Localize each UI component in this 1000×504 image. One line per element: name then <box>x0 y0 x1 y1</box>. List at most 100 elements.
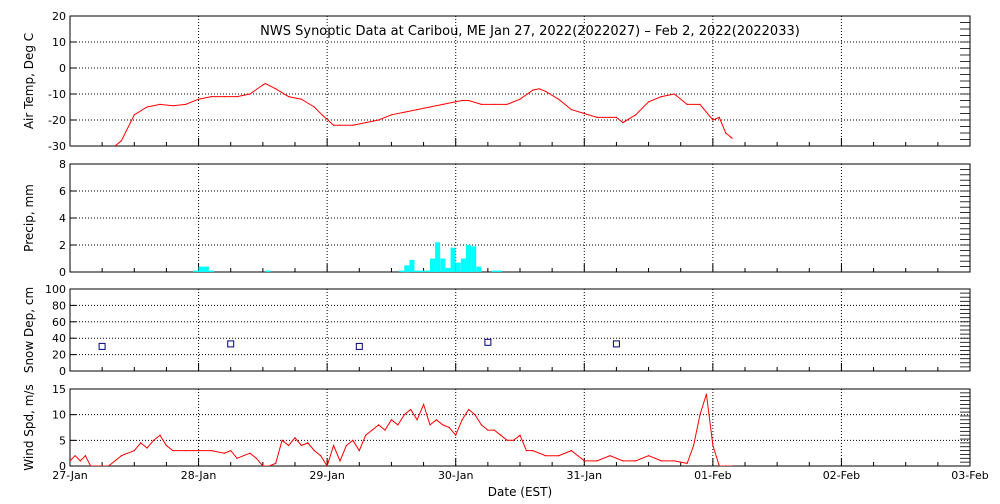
y-tick-label: 5 <box>59 434 66 447</box>
precip-bar <box>430 258 436 272</box>
temp-data-point <box>699 103 701 105</box>
temp-data-point <box>673 93 675 95</box>
temp-data-point <box>583 112 585 115</box>
y-tick-label: 100 <box>45 283 66 296</box>
temp-data-point <box>390 114 392 116</box>
temp-data-point <box>609 116 611 118</box>
wind-series-line <box>70 393 733 466</box>
precip-bar <box>198 266 204 272</box>
temp-data-point <box>635 114 637 116</box>
temp-data-point <box>622 122 624 124</box>
temp-data-point <box>725 132 727 134</box>
wind-data-point <box>159 434 161 436</box>
x-tick-label: 30-Jan <box>438 469 474 482</box>
x-axis-label: Date (EST) <box>488 485 552 499</box>
precip-bar <box>424 270 430 272</box>
precip-bar <box>440 258 446 272</box>
precip-bar <box>414 270 420 272</box>
wind-data-point <box>519 434 521 436</box>
temp-data-point <box>108 151 109 152</box>
precip-bar <box>193 270 199 272</box>
temp-data-point <box>339 124 341 126</box>
temp-series-line <box>70 83 733 146</box>
temp-data-point <box>493 103 495 105</box>
temp-data-point <box>146 106 148 108</box>
y-tick-label: 4 <box>59 212 66 225</box>
precip-bar <box>455 262 461 272</box>
temp-data-point <box>288 96 290 98</box>
wind-data-point <box>281 439 283 441</box>
wind-data-point <box>79 460 81 462</box>
y-tick-label: 8 <box>59 158 66 171</box>
precip-ylabel: Precip, mm <box>22 184 36 252</box>
y-tick-label: 80 <box>52 299 66 312</box>
y-tick-label: 20 <box>52 349 66 362</box>
wind-data-point <box>474 414 476 416</box>
temp-data-point <box>378 119 380 121</box>
wind-data-point <box>140 442 142 444</box>
temp-data-point <box>648 101 650 103</box>
temp-data-point <box>185 103 187 105</box>
wind-data-point <box>416 419 418 421</box>
wind-data-point <box>596 460 598 462</box>
temp-data-point <box>159 103 161 105</box>
temp-data-point <box>468 99 470 102</box>
precip-bar <box>496 270 502 272</box>
wind-data-point <box>320 455 322 457</box>
precip-bar <box>404 265 410 273</box>
snow-ylabel: Snow Dep, cm <box>22 287 36 373</box>
temp-data-point <box>615 116 618 118</box>
wind-data-point <box>210 450 212 452</box>
temp-data-point <box>506 103 508 105</box>
temp-data-point <box>262 84 264 86</box>
x-tick-label: 03-Feb <box>951 469 988 482</box>
wind-data-point <box>146 447 148 449</box>
snow-depth-point <box>612 340 620 348</box>
y-tick-label: 0 <box>59 62 66 75</box>
wind-data-point <box>712 444 714 447</box>
wind-data-point <box>435 419 437 421</box>
wind-data-point <box>558 455 560 457</box>
temp-data-point <box>403 111 405 113</box>
wind-data-point <box>423 403 425 405</box>
temp-data-point <box>70 145 71 146</box>
wind-data-point <box>725 465 727 466</box>
temp-data-point <box>538 88 540 90</box>
y-tick-label: 15 <box>52 383 66 396</box>
wind-data-point <box>223 452 225 454</box>
wind-data-point <box>390 419 392 421</box>
wind-data-point <box>532 450 534 452</box>
wind-data-point <box>648 455 650 457</box>
wind-data-point <box>294 437 296 439</box>
wind-data-point <box>583 460 585 462</box>
temp-data-point <box>82 153 83 154</box>
y-tick-label: -20 <box>48 114 66 127</box>
wind-data-point <box>333 444 335 447</box>
temp-data-point <box>558 98 560 100</box>
wind-data-point <box>731 465 733 466</box>
wind-data-point <box>718 465 720 466</box>
wind-data-point <box>230 450 232 452</box>
wind-data-point <box>95 465 97 466</box>
chart-title: NWS Synoptic Data at Caribou, ME Jan 27,… <box>260 24 800 39</box>
temp-data-point <box>321 114 323 116</box>
wind-ylabel: Wind Spd, m/s <box>22 384 36 470</box>
panel-frame <box>69 288 971 372</box>
air-temp-panel: 20 10 0 -10 -20 -30 Air Temp, Deg C <box>22 10 971 154</box>
precip-bar <box>466 245 472 272</box>
precip-bar <box>471 246 477 272</box>
wind-data-point <box>480 424 482 426</box>
temp-data-point <box>172 105 174 107</box>
wind-data-point <box>198 450 200 452</box>
temp-data-point <box>210 96 212 98</box>
wind-data-point <box>133 450 135 452</box>
wind-data-point <box>255 457 257 459</box>
snow-depth-point <box>98 342 106 350</box>
temp-data-point <box>95 151 96 152</box>
x-tick-label: 02-Feb <box>823 469 860 482</box>
wind-data-point <box>673 460 675 462</box>
temp-data-point <box>712 119 714 121</box>
wind-data-point <box>120 455 122 457</box>
